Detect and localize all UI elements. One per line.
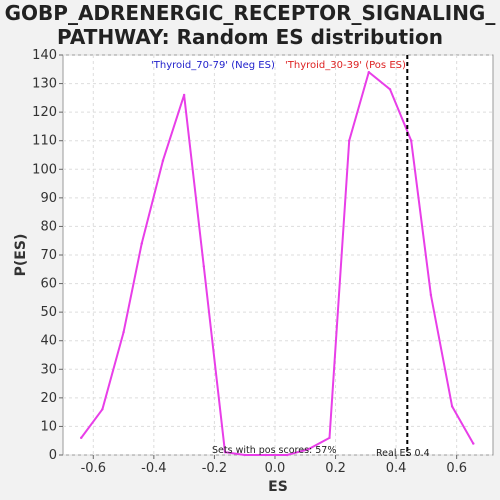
es-data-point [101,408,104,411]
legend-neg-es: 'Thyroid_70-79' (Neg ES) [151,60,275,71]
y-tick-label: 120 [32,105,57,120]
y-tick-label: 70 [40,248,57,263]
es-data-point [472,442,475,445]
es-data-point [122,330,125,334]
es-data-point [243,453,246,457]
x-axis: -0.6 -0.4 -0.2 0.0 0.2 0.4 0.6 [81,455,467,476]
legend-pos-es: 'Thyroid_30-39' (Pos ES) [285,60,406,71]
es-data-point [223,450,227,454]
x-axis-label: ES [268,479,288,495]
es-data-point [307,448,310,451]
es-data-point [264,453,268,457]
x-tick-label: 0.0 [265,461,286,476]
y-axis-label: P(ES) [13,234,29,277]
pos-scores-annotation: Sets with pos scores: 57% [212,445,336,456]
y-tick-label: 30 [40,362,57,377]
x-tick-label: 0.6 [446,461,467,476]
es-data-point [79,436,83,440]
y-tick-label: 140 [32,48,57,63]
y-tick-label: 90 [40,191,57,206]
chart-title-line-1: GOBP_ADRENERGIC_RECEPTOR_SIGNALING_ [5,1,496,25]
chart-title-line-2: PATHWAY: Random ES distribution [57,25,443,49]
es-data-point [182,93,186,97]
es-data-point [328,436,331,440]
x-tick-label: 0.4 [386,461,407,476]
es-data-point [367,70,371,74]
es-data-point [140,242,143,245]
y-tick-label: 40 [40,334,57,349]
y-tick-label: 110 [32,134,57,149]
es-data-point [450,405,454,408]
es-data-point [429,293,433,297]
x-tick-label: -0.6 [81,461,106,476]
y-tick-label: 10 [40,419,57,434]
es-data-point [388,88,392,91]
x-tick-label: 0.2 [325,461,346,476]
y-tick-label: 20 [40,391,57,406]
y-axis: 0 10 20 30 40 50 60 70 80 90 100 110 120 130 140 [32,48,63,463]
x-tick-label: -0.2 [202,461,227,476]
y-tick-label: 80 [40,219,57,234]
x-tick-label: -0.4 [141,461,166,476]
plot-area [62,54,494,456]
y-tick-label: 60 [40,277,57,292]
y-tick-label: 0 [49,448,57,463]
es-data-point [202,265,206,268]
es-data-point [285,453,289,457]
y-tick-label: 130 [32,77,57,92]
es-data-point [347,139,351,142]
y-tick-label: 100 [32,162,57,177]
real-es-label: Real ES 0.4 [376,448,430,459]
grid-lines [63,54,493,456]
es-data-point [410,139,413,142]
es-data-point [161,159,165,162]
y-tick-label: 50 [40,305,57,320]
